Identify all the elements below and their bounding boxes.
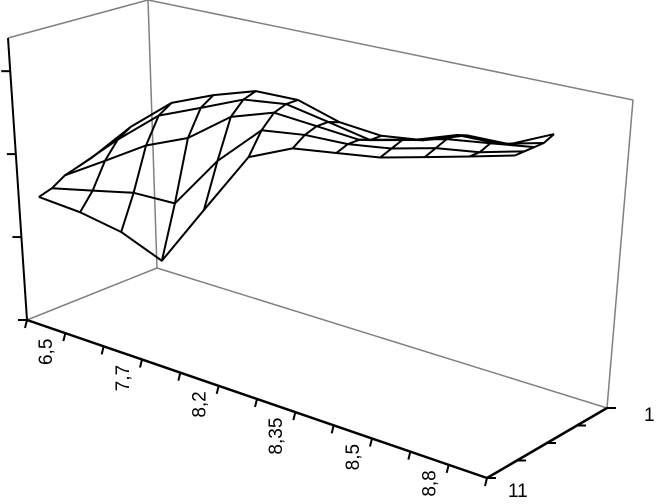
side-top-edge: [7, 0, 149, 39]
surface-column-line: [120, 102, 173, 233]
x-tick: [484, 477, 488, 487]
x-tick: [445, 464, 450, 474]
x-tick-label: 8,2: [190, 391, 211, 417]
chart-axes: [1, 37, 616, 487]
surface-column-line: [424, 133, 468, 158]
surface-column-line: [514, 133, 555, 157]
x-tick-label: 7,7: [113, 365, 134, 391]
surface-column-line: [160, 94, 215, 262]
x-tick-label: 6,5: [36, 339, 57, 365]
surface-column-line: [79, 126, 132, 213]
surface-row-line: [51, 129, 525, 205]
surface-column-line: [38, 157, 92, 198]
surface-column-line: [291, 120, 340, 150]
surface-column-line: [247, 99, 299, 158]
x-tick: [292, 411, 297, 421]
x-tick-label: 8,35: [266, 418, 287, 455]
surface-column-line: [335, 134, 382, 154]
x-tick: [100, 346, 105, 355]
z-axis: [7, 37, 28, 321]
surface-row-line: [90, 90, 555, 159]
x-tick: [139, 359, 143, 368]
surface-column-line: [203, 90, 257, 211]
x-tick: [215, 385, 220, 395]
x-tick: [330, 425, 335, 434]
x-tick: [62, 332, 67, 342]
floor-left-edge: [26, 267, 158, 321]
tick-labels: 6,57,78,28,358,58,8 111: [36, 339, 654, 502]
depth-tick-label: 1: [644, 405, 655, 426]
floor-back-edge: [156, 267, 608, 409]
back-right-edge: [606, 99, 634, 409]
depth-tick-label: 11: [508, 481, 528, 502]
x-tick: [407, 451, 412, 460]
x-tick: [254, 398, 258, 408]
x-tick: [24, 319, 28, 329]
back-top-edge: [147, 0, 634, 101]
x-tick: [369, 438, 373, 447]
surface-row-line: [64, 111, 535, 177]
surface-row-line: [38, 147, 515, 262]
chart-walls: [7, 0, 634, 409]
back-left-edge: [147, 0, 158, 269]
x-tick-label: 8,8: [420, 470, 441, 496]
x-tick-label: 8,5: [343, 444, 364, 470]
surface-wireframe: [38, 90, 555, 262]
x-tick: [177, 372, 182, 381]
surface-column-line: [379, 138, 424, 159]
surface-row-line: [77, 98, 544, 168]
surface-column-line: [469, 142, 510, 158]
